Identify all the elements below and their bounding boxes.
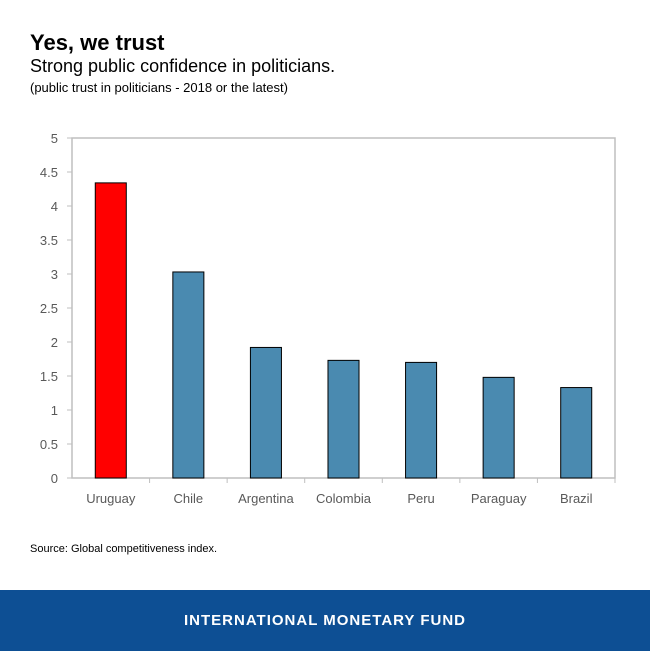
x-tick-label: Peru [407,491,434,506]
x-tick-label: Argentina [238,491,294,506]
y-tick-label: 1.5 [40,369,58,384]
y-tick-label: 2.5 [40,301,58,316]
bar-argentina [249,346,282,479]
bar-chart: 0 0.5 1 1.5 2 2.5 3 3.5 4 4.5 5 Uruguay Chile Argenti… [40,131,616,506]
chart-note: (public trust in politicians - 2018 or t… [30,80,288,95]
x-tick-label: Paraguay [471,491,527,506]
y-tick-label: 5 [51,131,58,146]
bar-uruguay [94,182,127,479]
x-tick-label: Chile [174,491,204,506]
y-tick-label: 4.5 [40,165,58,180]
x-tick-label: Colombia [316,491,372,506]
org-name: INTERNATIONAL MONETARY FUND [184,612,466,629]
y-tick-label: 0 [51,471,58,486]
y-tick-label: 4 [51,199,58,214]
y-tick-label: 3 [51,267,58,282]
chart-subtitle: Strong public confidence in politicians. [30,56,336,76]
bar-colombia [327,359,360,479]
chart-title: Yes, we trust [30,30,165,55]
x-tick-label: Uruguay [86,491,136,506]
y-tick-label: 2 [51,335,58,350]
x-tick-label: Brazil [560,491,593,506]
footer-banner: INTERNATIONAL MONETARY FUND [0,590,650,651]
bar-peru [405,361,438,479]
y-tick-label: 1 [51,403,58,418]
source-note: Source: Global competitiveness index. [30,543,218,555]
bar-paraguay [482,376,515,479]
y-tick-label: 0.5 [40,437,58,452]
y-tick-label: 3.5 [40,233,58,248]
bar-brazil [560,387,593,479]
bar-chile [172,271,205,479]
